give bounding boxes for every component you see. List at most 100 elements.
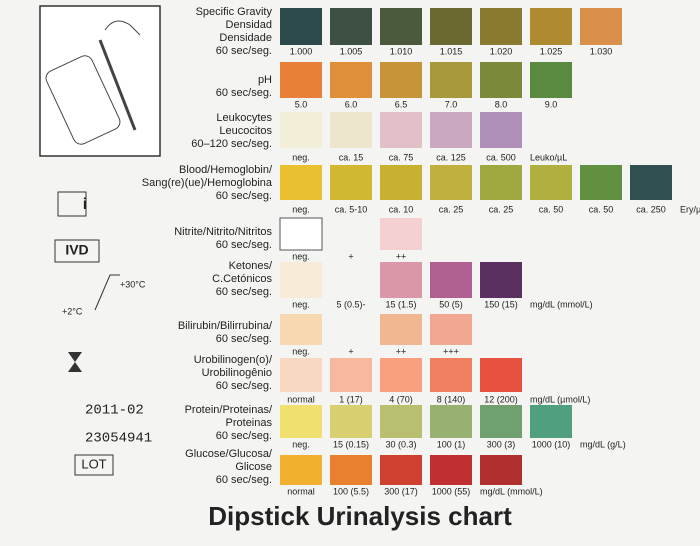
swatch [330, 165, 372, 200]
swatch [380, 405, 422, 438]
swatch-label: 1000 (10) [532, 439, 571, 449]
row-label: Protein/Proteinas/ [185, 404, 273, 416]
swatch [530, 165, 572, 200]
row-label: 60–120 sec/seg. [191, 138, 272, 150]
swatch [430, 8, 472, 45]
swatch [279, 217, 323, 251]
swatch [330, 62, 372, 98]
swatch-label: 30 (0.3) [385, 439, 416, 449]
swatch-label: neg. [292, 204, 310, 214]
swatch [280, 112, 322, 148]
lot-box [74, 454, 114, 476]
swatch-label: 1.005 [340, 46, 363, 56]
row-label: 60 sec/seg. [216, 474, 272, 486]
swatch-label: neg. [292, 439, 310, 449]
swatch-label: neg. [292, 152, 310, 162]
swatch-label: ca. 50 [539, 204, 564, 214]
swatch [430, 112, 472, 148]
swatch [330, 455, 372, 485]
row-label: Proteinas [226, 417, 273, 429]
swatch [480, 358, 522, 392]
swatch-label: ca. 50 [589, 204, 614, 214]
swatch-label: ++ [396, 346, 407, 356]
swatch-label: ca. 25 [439, 204, 464, 214]
swatch-label: 300 (17) [384, 486, 418, 496]
swatch [280, 358, 322, 392]
swatch-label: 1.025 [540, 46, 563, 56]
lot: LOT [81, 456, 106, 471]
swatch [380, 358, 422, 392]
swatch [380, 314, 422, 345]
swatch-label: normal [287, 394, 315, 404]
swatch-label: 7.0 [445, 99, 458, 109]
swatch-label: ca. 15 [339, 152, 364, 162]
row-label: Densidad [226, 19, 272, 31]
swatch [330, 358, 372, 392]
swatch-label: 15 (1.5) [385, 299, 416, 309]
unit: mg/dL (µmol/L) [530, 394, 590, 404]
swatch [280, 455, 322, 485]
swatch [280, 314, 322, 345]
swatch [430, 358, 472, 392]
swatch-label: 5 (0.5)- [336, 299, 365, 309]
row-label: 60 sec/seg. [216, 286, 272, 298]
swatch-label: neg. [292, 299, 310, 309]
swatch [280, 165, 322, 200]
swatch [430, 405, 472, 438]
swatch [380, 455, 422, 485]
swatch-label: 100 (1) [437, 439, 466, 449]
swatch [380, 218, 422, 250]
swatch-label: 50 (5) [439, 299, 463, 309]
row-label: C.Cetónicos [212, 273, 272, 285]
swatch-label: 1 (17) [339, 394, 363, 404]
swatch [280, 62, 322, 98]
unit: mg/dL (g/L) [580, 439, 626, 449]
temp-icon [94, 274, 120, 311]
swatch-label: ++ [396, 251, 407, 261]
row-label: Blood/Hemoglobin/ [179, 164, 273, 176]
row-label: 60 sec/seg. [216, 45, 272, 57]
swatch-label: 15 (0.15) [333, 439, 369, 449]
swatch-label: 1.010 [390, 46, 413, 56]
ivd: IVD [65, 242, 88, 258]
unit: Leuko/µL [530, 152, 567, 162]
swatch [480, 262, 522, 298]
swatch [480, 62, 522, 98]
swatch [530, 8, 572, 45]
swatch [430, 455, 472, 485]
swatch [280, 262, 322, 298]
row-label: Densidade [219, 32, 272, 44]
swatch-label: ca. 75 [389, 152, 414, 162]
swatch-label: normal [287, 486, 315, 496]
row-label: Nitrite/Nitrito/Nitritos [174, 226, 272, 238]
info-text: i [83, 196, 87, 213]
swatch-label: + [348, 346, 353, 356]
swatch [330, 8, 372, 45]
title: Dipstick Urinalysis chart [208, 501, 512, 531]
swatch [330, 405, 372, 438]
swatch [430, 314, 472, 345]
row-label: Leukocytes [216, 112, 272, 124]
swatch-label: 12 (200) [484, 394, 518, 404]
swatch-label: neg. [292, 251, 310, 261]
row-label: Leucocitos [219, 125, 272, 137]
swatch-label: 1.015 [440, 46, 463, 56]
swatch-label: ca. 10 [389, 204, 414, 214]
swatch-label: 6.0 [345, 99, 358, 109]
info-icon [57, 191, 87, 217]
swatch [530, 62, 572, 98]
row-label: 60 sec/seg. [216, 333, 272, 345]
swatch-label: 1.030 [590, 46, 613, 56]
row-label: Specific Gravity [196, 6, 273, 18]
swatch-label: neg. [292, 346, 310, 356]
row-label: Glicose [235, 461, 272, 473]
swatch [430, 62, 472, 98]
swatch [480, 165, 522, 200]
row-label: 60 sec/seg. [216, 380, 272, 392]
row-label: Glucose/Glucosa/ [185, 448, 273, 460]
swatch-label: 5.0 [295, 99, 308, 109]
swatch [530, 405, 572, 438]
illustration [45, 20, 141, 145]
swatch-label: 1000 (55) [432, 486, 471, 496]
